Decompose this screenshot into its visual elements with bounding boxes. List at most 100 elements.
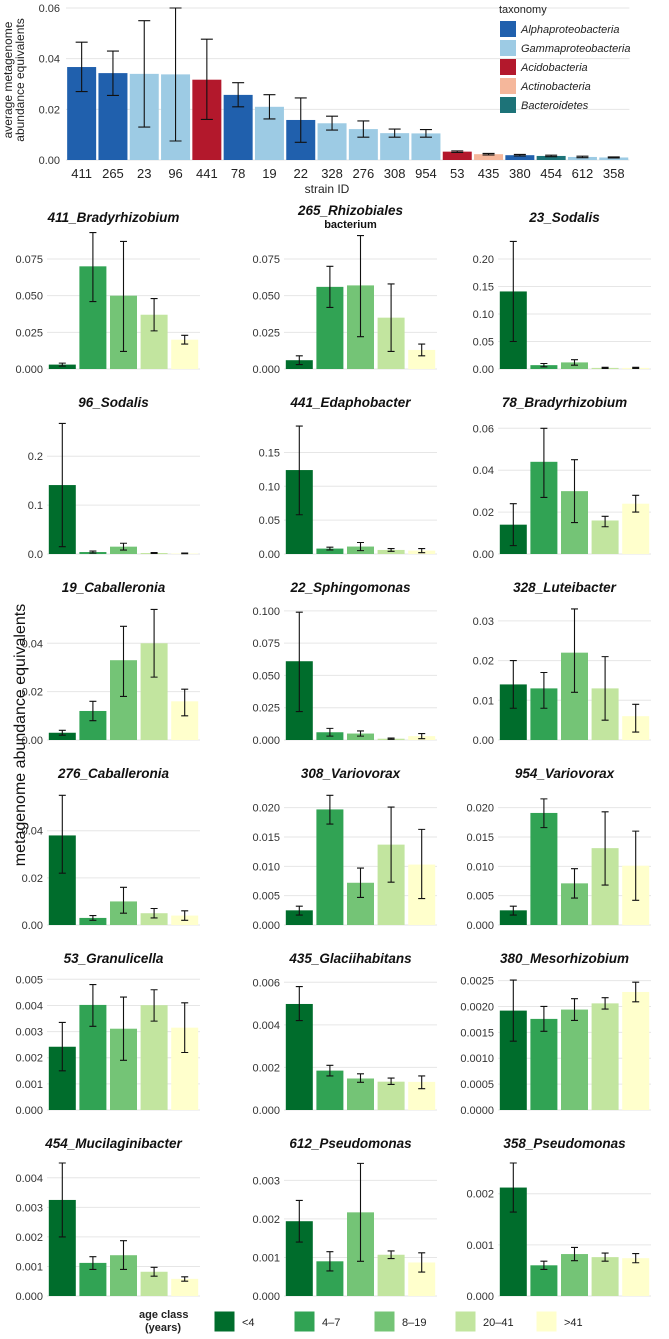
bar-4–7 xyxy=(316,809,344,925)
error-bar xyxy=(181,1276,189,1282)
top-x-tick-label: 435 xyxy=(478,166,500,181)
panel-y-tick-label: 0.00 xyxy=(259,549,280,561)
panel-y-tick-label: 0.002 xyxy=(252,1214,280,1226)
error-bar xyxy=(181,1002,189,1054)
bar-<4 xyxy=(285,1003,313,1110)
error-bar xyxy=(632,366,640,369)
top-x-tick-label: 411 xyxy=(71,166,92,181)
legend-swatch-actinobacteria xyxy=(500,78,516,94)
bar-20–41 xyxy=(377,1081,405,1110)
top-x-tick-label: 19 xyxy=(262,166,276,181)
bar-4–7 xyxy=(316,548,344,554)
top-x-tick-label: 328 xyxy=(321,166,343,181)
error-bar xyxy=(150,1266,158,1277)
error-bar xyxy=(571,459,578,524)
panel-y-tick-label: 0.0015 xyxy=(460,1027,494,1039)
error-bar xyxy=(540,1005,548,1032)
error-bar xyxy=(418,1075,426,1090)
panel-y-tick-label: 0.04 xyxy=(22,826,43,838)
legend-swatch-acidobacteria xyxy=(500,59,516,75)
top-x-tick-label: 53 xyxy=(450,166,464,181)
error-bar xyxy=(540,362,548,368)
top-error-bar-358 xyxy=(607,156,620,159)
age-label->41: >41 xyxy=(564,1317,583,1329)
error-bar xyxy=(295,425,303,516)
error-bar xyxy=(632,1252,640,1264)
top-x-tick-label: 265 xyxy=(102,166,124,181)
error-bar xyxy=(418,343,426,357)
error-bar xyxy=(571,359,578,366)
top-bar-53 xyxy=(442,151,472,160)
panel-title: 954_Variovorax xyxy=(515,766,615,781)
panel-title: 53_Granulicella xyxy=(64,951,164,966)
panel-358: 0.000 0.001 0.002 358_Pseudomonas xyxy=(466,1136,651,1303)
panel-y-tick-label: 0.075 xyxy=(252,638,280,650)
panel-435: 0.000 0.002 0.004 0.006 435_Glaciihabitans xyxy=(252,951,437,1117)
panel-title-line2: bacterium xyxy=(324,219,377,231)
top-x-tick-label: 22 xyxy=(294,166,308,181)
error-bar xyxy=(295,1199,303,1243)
top-bar-954 xyxy=(411,133,441,160)
top-chart: 0.00 0.02 0.04 0.06 411 265 23 96 441 78 19 22 328 27… xyxy=(1,3,630,196)
panel-y-tick-label: 0.000 xyxy=(252,1105,280,1117)
panel-y-tick-label: 0.050 xyxy=(252,670,280,682)
legend-label-alphaproteobacteria: Alphaproteobacteria xyxy=(520,24,619,36)
panel-y-tick-label: 0.020 xyxy=(252,803,280,815)
top-y-axis-title: average metagenomeabundance equivalents xyxy=(1,18,27,141)
error-bar xyxy=(387,1250,395,1260)
top-error-bar-435 xyxy=(482,152,495,156)
panel-y-tick-label: 0.06 xyxy=(473,423,494,435)
top-error-bar-308 xyxy=(388,128,401,138)
top-error-bar-328 xyxy=(326,115,339,131)
error-bar xyxy=(58,794,66,874)
top-error-bar-954 xyxy=(419,129,432,138)
error-bar xyxy=(418,1252,426,1273)
top-error-bar-23 xyxy=(138,20,151,128)
top-x-tick-label: 96 xyxy=(168,166,182,181)
age-label-<4: <4 xyxy=(242,1317,255,1329)
panel-y-tick-label: 0.025 xyxy=(15,327,43,339)
panel-y-tick-label: 0.002 xyxy=(15,1232,43,1244)
error-bar xyxy=(326,546,334,551)
panel-y-tick-label: 0.05 xyxy=(259,515,280,527)
error-bar xyxy=(509,979,517,1042)
panel-y-tick-label: 0.04 xyxy=(22,638,43,650)
panel-y-tick-label: 0.005 xyxy=(252,891,280,903)
error-bar xyxy=(58,362,66,367)
bar-<4 xyxy=(48,364,76,369)
panel-y-tick-label: 0.02 xyxy=(22,873,43,885)
bar-20–41 xyxy=(591,1257,619,1296)
error-bar xyxy=(418,828,426,900)
error-bar xyxy=(509,660,517,709)
error-bar xyxy=(601,997,609,1010)
error-bar xyxy=(326,265,334,308)
error-bar xyxy=(58,422,66,548)
bar-4–7 xyxy=(530,1265,558,1296)
error-bar xyxy=(509,1162,517,1213)
error-bar xyxy=(540,427,548,498)
legend-label-acidobacteria: Acidobacteria xyxy=(520,62,588,74)
panel-y-tick-label: 0.03 xyxy=(473,616,494,628)
panel-y-tick-label: 0.000 xyxy=(252,920,280,932)
panel-y-tick-label: 0.000 xyxy=(466,1291,494,1303)
panel-title: 441_Edaphobacter xyxy=(289,395,411,410)
error-bar xyxy=(601,656,609,721)
panel-title: 454_Mucilaginibacter xyxy=(44,1136,182,1151)
bar-20–41 xyxy=(140,913,168,925)
top-y-tick-label: 0.06 xyxy=(39,3,60,15)
error-bar xyxy=(295,905,303,916)
error-bar xyxy=(571,1246,578,1262)
panel-y-tick-label: 0.025 xyxy=(252,327,280,339)
error-bar xyxy=(540,671,548,709)
panel-y-tick-label: 0.006 xyxy=(252,977,280,989)
top-error-bar-96 xyxy=(169,7,182,142)
error-bar xyxy=(601,1252,609,1262)
top-x-tick-label: 380 xyxy=(509,166,531,181)
top-y-axis-title-line: average metagenome xyxy=(1,21,15,138)
error-bar xyxy=(58,729,66,736)
panel-y-tick-label: 0.015 xyxy=(252,832,280,844)
shared-y-axis-title: metagenome abundance equivalents xyxy=(12,604,29,866)
age-swatch-8–19 xyxy=(373,1310,396,1333)
panel-y-tick-label: 0.01 xyxy=(473,695,494,707)
panel-title: 23_Sodalis xyxy=(528,210,600,225)
